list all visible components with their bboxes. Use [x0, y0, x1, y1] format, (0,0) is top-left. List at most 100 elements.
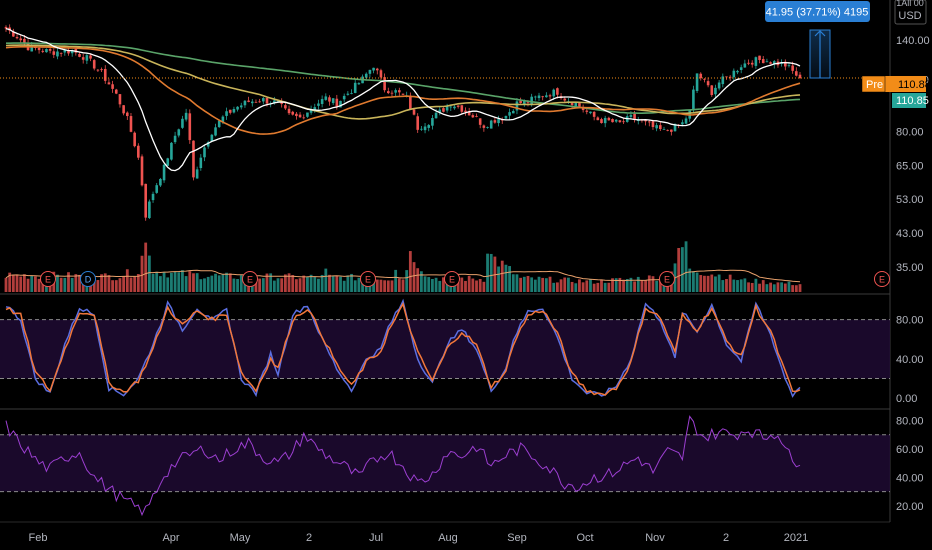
- candle[interactable]: [706, 77, 710, 88]
- candle[interactable]: [611, 118, 614, 123]
- candle[interactable]: [12, 28, 15, 37]
- candle[interactable]: [651, 119, 655, 130]
- candle[interactable]: [787, 63, 791, 68]
- earnings-marker-icon[interactable]: E: [360, 271, 376, 287]
- candle[interactable]: [534, 95, 537, 101]
- candle[interactable]: [739, 64, 743, 74]
- candle[interactable]: [41, 48, 45, 54]
- candle[interactable]: [515, 97, 519, 115]
- candle[interactable]: [383, 73, 386, 93]
- candle[interactable]: [320, 95, 324, 108]
- candle[interactable]: [670, 129, 673, 136]
- candle[interactable]: [250, 99, 254, 107]
- candle[interactable]: [784, 59, 787, 71]
- candle[interactable]: [19, 34, 22, 43]
- earnings-marker-icon[interactable]: E: [444, 271, 460, 287]
- candle[interactable]: [317, 99, 320, 110]
- candle[interactable]: [387, 87, 390, 95]
- candle[interactable]: [442, 107, 445, 113]
- candle[interactable]: [394, 88, 397, 97]
- dividend-marker-icon[interactable]: D: [80, 271, 96, 287]
- candle[interactable]: [500, 117, 504, 124]
- candle[interactable]: [59, 52, 63, 57]
- candle[interactable]: [684, 116, 688, 125]
- candle[interactable]: [622, 117, 625, 124]
- candle[interactable]: [162, 163, 166, 183]
- candle[interactable]: [427, 123, 431, 132]
- candle[interactable]: [456, 105, 460, 109]
- candle[interactable]: [489, 119, 493, 129]
- candle[interactable]: [56, 48, 59, 60]
- candle[interactable]: [280, 98, 283, 108]
- candle[interactable]: [600, 117, 603, 124]
- candle[interactable]: [170, 141, 173, 161]
- candle[interactable]: [232, 106, 236, 114]
- candle[interactable]: [137, 143, 140, 160]
- candle[interactable]: [736, 69, 739, 75]
- candle[interactable]: [96, 69, 100, 72]
- candle[interactable]: [306, 112, 309, 118]
- candle[interactable]: [324, 93, 328, 101]
- candle[interactable]: [614, 119, 618, 123]
- candlesticks[interactable]: [4, 24, 802, 221]
- candle[interactable]: [155, 182, 159, 194]
- candle[interactable]: [589, 111, 592, 115]
- candle[interactable]: [192, 140, 195, 181]
- candle[interactable]: [89, 53, 92, 62]
- stochastic-axis[interactable]: 80.00 40.00 0.00: [896, 315, 924, 406]
- candle[interactable]: [482, 124, 486, 132]
- candle[interactable]: [409, 92, 412, 110]
- earnings-marker-icon[interactable]: E: [242, 271, 258, 287]
- candle[interactable]: [659, 122, 662, 132]
- candle[interactable]: [423, 122, 427, 134]
- candle[interactable]: [475, 113, 478, 118]
- candle[interactable]: [239, 102, 243, 110]
- candle[interactable]: [398, 87, 401, 96]
- candle[interactable]: [133, 131, 136, 148]
- candle[interactable]: [225, 107, 228, 120]
- candle[interactable]: [596, 116, 600, 121]
- candle[interactable]: [188, 109, 192, 144]
- candle[interactable]: [471, 113, 475, 118]
- candle[interactable]: [166, 157, 170, 166]
- candle[interactable]: [236, 106, 239, 112]
- candle[interactable]: [4, 25, 8, 32]
- candle[interactable]: [537, 92, 541, 102]
- candle[interactable]: [103, 65, 107, 84]
- candle[interactable]: [754, 56, 758, 69]
- candle[interactable]: [486, 126, 489, 129]
- candle[interactable]: [243, 100, 247, 108]
- candle[interactable]: [295, 112, 298, 120]
- candle[interactable]: [118, 94, 122, 108]
- candle[interactable]: [464, 107, 467, 116]
- candle[interactable]: [254, 99, 258, 103]
- candle[interactable]: [607, 116, 611, 121]
- candle[interactable]: [695, 73, 699, 93]
- candle[interactable]: [545, 92, 548, 98]
- candle[interactable]: [129, 112, 133, 133]
- candle[interactable]: [666, 129, 669, 132]
- candle[interactable]: [375, 67, 379, 75]
- candle[interactable]: [703, 78, 706, 83]
- earnings-marker-icon[interactable]: E: [659, 271, 675, 287]
- candle[interactable]: [262, 97, 265, 105]
- candle[interactable]: [126, 111, 129, 120]
- candle[interactable]: [148, 199, 151, 219]
- candle[interactable]: [710, 85, 714, 97]
- candle[interactable]: [556, 87, 559, 99]
- candle[interactable]: [63, 47, 67, 56]
- candle[interactable]: [122, 105, 125, 116]
- candle[interactable]: [692, 85, 695, 113]
- stochastic-panel[interactable]: [0, 298, 890, 398]
- candle[interactable]: [765, 58, 769, 63]
- candle[interactable]: [559, 92, 563, 100]
- candle[interactable]: [618, 120, 622, 123]
- candle[interactable]: [342, 93, 346, 103]
- candle[interactable]: [603, 115, 607, 128]
- candle[interactable]: [758, 55, 761, 64]
- measure-tool[interactable]: [809, 29, 831, 79]
- candle[interactable]: [284, 101, 287, 110]
- candle[interactable]: [438, 106, 442, 116]
- candle[interactable]: [52, 48, 56, 59]
